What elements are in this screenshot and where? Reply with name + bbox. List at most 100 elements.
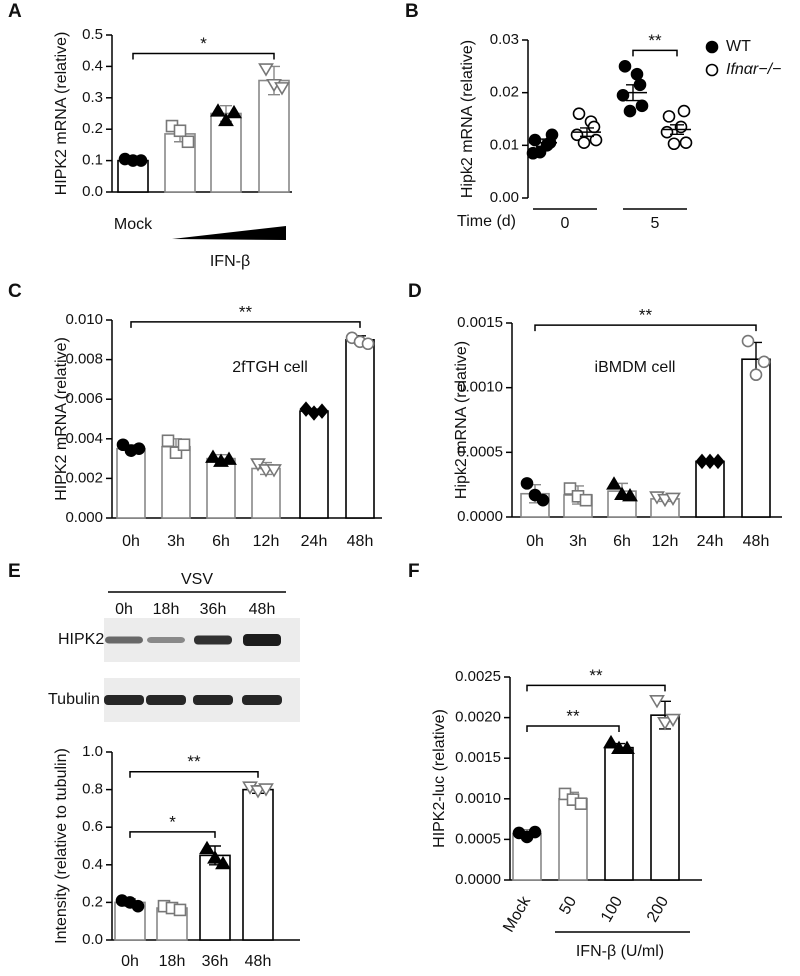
x-tick-label: 0h bbox=[526, 533, 544, 550]
data-point bbox=[711, 453, 725, 470]
data-point bbox=[274, 82, 290, 96]
significance-bracket bbox=[526, 684, 666, 692]
protein-band bbox=[194, 635, 232, 645]
y-tick-label: 0.0000 bbox=[457, 508, 503, 525]
significance-label: ** bbox=[589, 666, 603, 685]
panel-letter: E bbox=[8, 561, 21, 582]
y-tick-label: 0.0010 bbox=[457, 379, 503, 396]
x-tick-label: 3h bbox=[569, 533, 587, 550]
data-point bbox=[258, 783, 274, 797]
data-point bbox=[660, 125, 674, 139]
x-tick-label: 50 bbox=[556, 894, 580, 918]
x-axis-label: IFN-β bbox=[210, 253, 250, 270]
x-tick-label: 36h bbox=[202, 953, 229, 970]
data-point bbox=[205, 449, 221, 463]
data-point bbox=[226, 104, 242, 119]
bar bbox=[258, 79, 290, 193]
x-tick-label: 0 bbox=[561, 215, 570, 232]
panel-letter: D bbox=[408, 281, 422, 302]
protein-band bbox=[243, 634, 281, 646]
x-tick-label: 12h bbox=[253, 533, 280, 550]
significance-bracket bbox=[129, 770, 259, 778]
x-tick-label: 0h bbox=[121, 953, 139, 970]
x-tick-label: 24h bbox=[697, 533, 724, 550]
data-point bbox=[606, 476, 622, 490]
x-tick-label: Mock bbox=[500, 893, 534, 935]
significance-label: ** bbox=[639, 306, 653, 325]
data-point bbox=[528, 825, 542, 839]
y-tick-label: 0.6 bbox=[82, 818, 103, 835]
y-tick-label: 0.000 bbox=[65, 509, 103, 526]
protein-band bbox=[105, 636, 143, 644]
y-tick-label: 0.0020 bbox=[455, 709, 501, 726]
data-point bbox=[215, 855, 231, 870]
y-tick-label: 0.0 bbox=[82, 931, 103, 948]
y-tick-label: 0.2 bbox=[82, 120, 103, 137]
data-point bbox=[662, 110, 676, 123]
x-tick-label: 48h bbox=[347, 533, 374, 550]
panel-letter: A bbox=[8, 1, 22, 22]
dose-wedge bbox=[172, 226, 286, 240]
x-axis-label: Time (d) bbox=[457, 213, 516, 230]
bar bbox=[116, 447, 146, 519]
data-point bbox=[161, 434, 175, 448]
blot-row-label: Tubulin bbox=[48, 691, 100, 708]
panel-letter: F bbox=[408, 561, 420, 582]
x-tick-label: 5 bbox=[651, 215, 660, 232]
data-point bbox=[679, 136, 693, 149]
y-axis-label: Intensity (relative to tubulin) bbox=[53, 748, 70, 944]
data-point bbox=[619, 740, 635, 754]
data-point bbox=[649, 695, 665, 709]
protein-band bbox=[193, 695, 233, 705]
bar bbox=[558, 797, 588, 881]
data-point bbox=[266, 464, 282, 478]
error-bar bbox=[536, 138, 550, 148]
data-point bbox=[134, 154, 148, 167]
y-tick-label: 0.0000 bbox=[455, 871, 501, 888]
significance-bracket bbox=[129, 831, 216, 838]
protein-band bbox=[146, 695, 186, 705]
significance-bracket bbox=[632, 49, 678, 57]
data-point bbox=[173, 124, 187, 138]
significance-label: ** bbox=[187, 752, 201, 771]
data-point bbox=[741, 334, 755, 348]
legend-marker bbox=[705, 63, 719, 77]
y-tick-label: 0.0015 bbox=[455, 749, 501, 766]
data-point bbox=[207, 850, 223, 864]
data-point bbox=[630, 67, 644, 81]
x-tick-label: 12h bbox=[652, 533, 679, 550]
data-point bbox=[623, 104, 637, 118]
significance-label: * bbox=[200, 34, 207, 53]
data-point bbox=[667, 137, 681, 151]
data-point bbox=[603, 734, 619, 749]
y-tick-label: 0.03 bbox=[490, 31, 519, 48]
x-tick-label: 18h bbox=[159, 953, 186, 970]
y-tick-label: 1.0 bbox=[82, 743, 103, 760]
data-point bbox=[210, 103, 226, 117]
significance-bracket bbox=[534, 324, 757, 332]
data-point bbox=[250, 785, 266, 799]
data-point bbox=[587, 120, 601, 134]
data-point bbox=[589, 133, 603, 147]
significance-label: ** bbox=[566, 706, 580, 725]
panel-letter: B bbox=[405, 1, 419, 22]
y-axis-label: Hipk2 mRNA (relative) bbox=[453, 341, 470, 499]
x-tick-label: 100 bbox=[598, 894, 626, 926]
y-tick-label: 0.0005 bbox=[455, 830, 501, 847]
bar bbox=[299, 410, 329, 519]
bar bbox=[650, 714, 680, 881]
data-point bbox=[315, 403, 329, 419]
bar bbox=[345, 338, 375, 519]
bar bbox=[604, 746, 634, 881]
lane-label: 0h bbox=[115, 601, 133, 618]
y-tick-label: 0.0015 bbox=[457, 314, 503, 331]
x-tick-label: 200 bbox=[644, 894, 672, 926]
y-tick-label: 0.002 bbox=[65, 469, 103, 486]
data-point bbox=[657, 716, 673, 731]
data-point bbox=[533, 145, 547, 159]
x-tick-label: 24h bbox=[301, 533, 328, 550]
data-point bbox=[218, 112, 234, 127]
data-point bbox=[665, 713, 681, 728]
protein-band bbox=[104, 695, 144, 705]
